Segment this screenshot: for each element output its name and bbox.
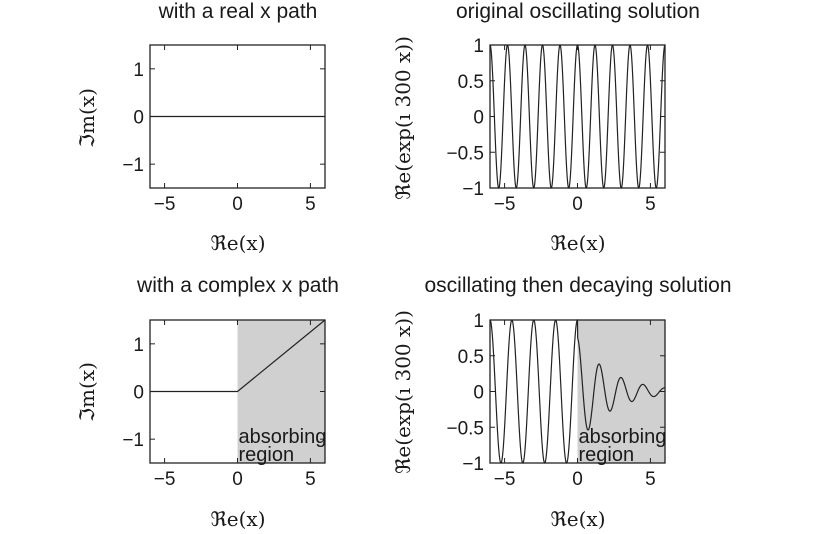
panel-real-path: with a real x path −5 0 5 −1 0 1 ℜe(x) ℑm(x) — [75, 0, 326, 255]
plot-area: −5 0 5 −1 0 1 — [122, 44, 326, 215]
x-tick-label: 0 — [572, 469, 583, 490]
y-tick-label: −0.5 — [446, 143, 484, 164]
x-tick-label: 5 — [645, 194, 656, 215]
series-line — [150, 319, 326, 393]
x-tick-label: 5 — [305, 469, 316, 490]
y-tick-label: 0 — [133, 108, 144, 129]
region-label: region — [239, 444, 295, 466]
y-tick-label: 0 — [133, 383, 144, 404]
y-tick-label: −0.5 — [446, 418, 484, 439]
x-tick-label: −5 — [154, 194, 176, 215]
x-tick-label: 5 — [305, 194, 316, 215]
absorbing-region — [237, 320, 325, 463]
y-axis-label: ℑm(x) — [75, 88, 99, 148]
x-tick-label: 0 — [572, 194, 583, 215]
y-tick-label: 0 — [473, 383, 484, 404]
y-axis-label: ℑm(x) — [75, 362, 99, 422]
x-tick-label: 0 — [232, 469, 243, 490]
x-axis-label: ℜe(x) — [211, 507, 266, 531]
panel-complex-path: with a complex x path −5 0 5 −1 0 1 absorbingr… — [75, 274, 339, 531]
plot-area: −5 0 5 −1 −0.5 0 0.5 1 — [446, 36, 666, 215]
panel-title: with a real x path — [158, 0, 318, 23]
y-axis-label: ℜe(exp(ı 300 x)) — [391, 36, 415, 200]
x-tick-label: −5 — [494, 194, 516, 215]
y-tick-label: 1 — [473, 36, 484, 57]
y-tick-label: −1 — [462, 454, 484, 475]
x-tick-label: 5 — [645, 469, 656, 490]
x-tick-label: −5 — [494, 469, 516, 490]
y-tick-label: 0.5 — [458, 72, 484, 93]
panel-decaying: oscillating then decaying solution −5 0 5−… — [391, 274, 732, 531]
y-tick-label: 1 — [473, 311, 484, 332]
x-axis-label: ℜe(x) — [551, 507, 606, 531]
y-tick-label: 0 — [473, 108, 484, 129]
panel-title: original oscillating solution — [456, 0, 700, 23]
axes-frame — [489, 44, 666, 189]
x-tick-label: 0 — [232, 194, 243, 215]
x-axis-label: ℜe(x) — [211, 231, 266, 255]
x-tick-label: −5 — [154, 469, 176, 490]
y-axis-label: ℜe(exp(ı 300 x)) — [391, 310, 415, 474]
y-tick-label: 0.5 — [458, 347, 484, 368]
region-label: absorbing — [239, 426, 327, 448]
region-label: region — [579, 444, 635, 466]
panel-title: oscillating then decaying solution — [424, 274, 731, 297]
y-tick-label: −1 — [462, 179, 484, 200]
y-tick-label: −1 — [122, 430, 144, 451]
y-tick-label: 1 — [133, 60, 144, 81]
x-axis-label: ℜe(x) — [551, 231, 606, 255]
panel-oscillating: original oscillating solution −5 0 5 −1 −0.5… — [391, 0, 700, 255]
region-label: absorbing — [579, 426, 667, 448]
y-tick-label: −1 — [122, 155, 144, 176]
y-tick-label: 1 — [133, 335, 144, 356]
panel-title: with a complex x path — [136, 274, 339, 297]
series-line — [489, 44, 666, 189]
absorbing-region — [577, 320, 665, 463]
